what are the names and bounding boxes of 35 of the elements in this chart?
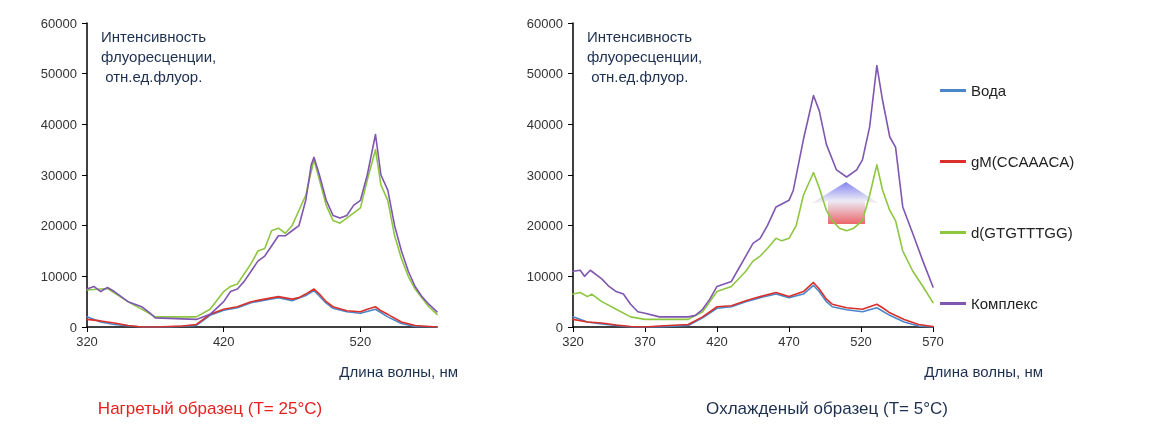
y-tick-label: 30000: [526, 167, 563, 183]
line-series: [572, 164, 934, 321]
legend-label: Вода: [971, 82, 1007, 99]
x-tick-label: 320: [76, 334, 98, 349]
y-tick-label: 30000: [40, 167, 77, 183]
y-tick-label: 50000: [526, 66, 563, 82]
x-tick-label: 420: [212, 334, 235, 349]
x-tick-label: 470: [778, 334, 800, 349]
y-tick-label: 60000: [526, 15, 563, 31]
y-tick-label: 60000: [40, 15, 77, 31]
text: Нагретый образец (T= 25°C): [97, 398, 323, 418]
x-tick-label: 520: [349, 334, 372, 349]
y-axis-title: Интенсивность флуоресценции, отн.ед.флуор.: [587, 27, 703, 85]
x-tick-label: 420: [706, 334, 728, 349]
y-axis-title: Интенсивность флуоресценции, отн.ед.флуор.: [101, 27, 217, 85]
legend-label: Комплекс: [971, 295, 1039, 312]
y-tick-label: 10000: [40, 268, 77, 284]
x-axis-title: Длина волны, нм: [339, 363, 459, 380]
y-tick-label: 0: [69, 319, 77, 335]
x-tick-label: 320: [562, 334, 584, 349]
x-axis-title: Длина волны, нм: [924, 363, 1044, 380]
y-tick-label: 40000: [526, 116, 563, 132]
y-tick-label: 0: [555, 319, 563, 335]
x-tick-label: 570: [922, 334, 944, 349]
x-tick-label: 520: [850, 334, 872, 349]
line-series: [572, 64, 934, 318]
legend-label: gM(CCAAACA): [971, 153, 1075, 170]
y-tick-label: 20000: [526, 218, 563, 234]
text: Охлажденый образец (T= 5°C): [706, 398, 948, 418]
y-tick-label: 20000: [40, 218, 77, 234]
y-tick-label: 50000: [40, 66, 77, 82]
y-tick-label: 10000: [526, 268, 563, 284]
y-tick-label: 40000: [40, 116, 77, 132]
x-tick-label: 370: [634, 334, 656, 349]
legend-label: d(GTGTTTGG): [971, 224, 1073, 241]
